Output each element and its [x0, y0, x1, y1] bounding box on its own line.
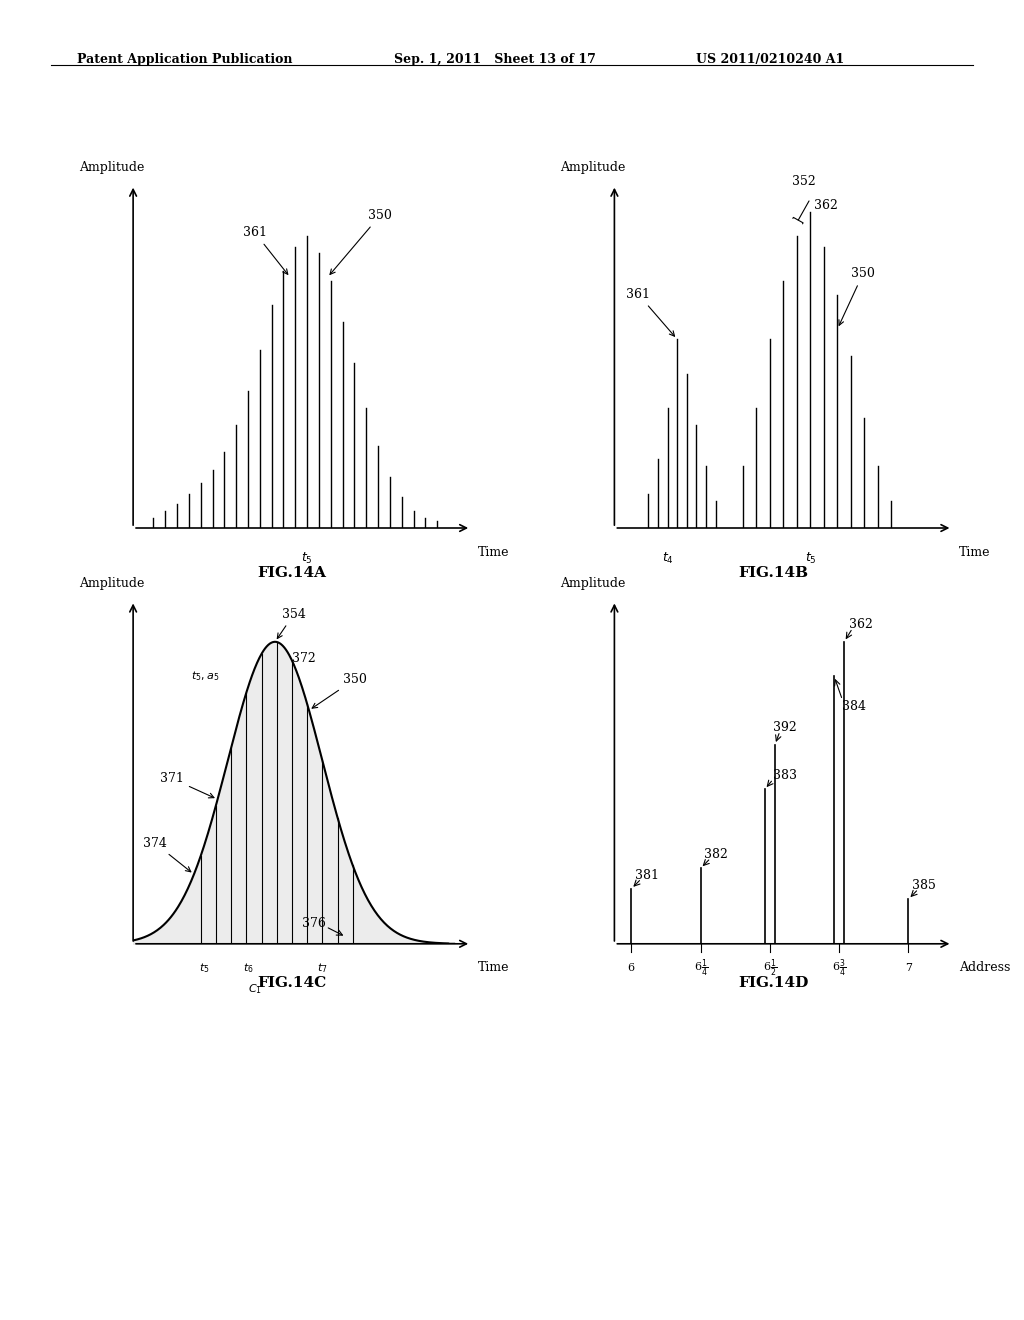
- Text: 350: 350: [839, 268, 874, 325]
- Text: $C_1$: $C_1$: [248, 982, 262, 995]
- Text: Amplitude: Amplitude: [79, 577, 144, 590]
- Text: 350: 350: [312, 673, 367, 708]
- Text: FIG.14B: FIG.14B: [738, 566, 808, 579]
- Text: 374: 374: [143, 837, 190, 871]
- Text: $t_6$: $t_6$: [243, 961, 253, 975]
- Text: Time: Time: [959, 545, 990, 558]
- Text: 7: 7: [905, 964, 912, 973]
- Text: FIG.14A: FIG.14A: [257, 566, 327, 579]
- Text: 6$\frac{1}{4}$: 6$\frac{1}{4}$: [693, 957, 708, 979]
- Text: 361: 361: [243, 226, 288, 275]
- Text: FIG.14C: FIG.14C: [257, 977, 327, 990]
- Text: 371: 371: [160, 772, 214, 797]
- Text: 362: 362: [814, 199, 838, 211]
- Text: $t_4$: $t_4$: [662, 552, 674, 566]
- Text: Sep. 1, 2011   Sheet 13 of 17: Sep. 1, 2011 Sheet 13 of 17: [394, 53, 596, 66]
- Text: 383: 383: [773, 770, 798, 781]
- Text: $t_5$: $t_5$: [301, 552, 313, 566]
- Text: 392: 392: [773, 721, 797, 734]
- Text: 6$\frac{3}{4}$: 6$\frac{3}{4}$: [833, 957, 846, 979]
- Text: 6$\frac{1}{2}$: 6$\frac{1}{2}$: [763, 957, 777, 979]
- Text: 384: 384: [843, 701, 866, 713]
- Text: 354: 354: [278, 607, 306, 639]
- Text: 362: 362: [849, 618, 873, 631]
- Text: 352: 352: [792, 174, 815, 187]
- Text: $t_7$: $t_7$: [317, 961, 328, 975]
- Text: FIG.14D: FIG.14D: [738, 977, 808, 990]
- Text: $t_5$: $t_5$: [199, 961, 209, 975]
- Text: 350: 350: [330, 209, 392, 275]
- Text: Amplitude: Amplitude: [560, 161, 626, 174]
- Text: US 2011/0210240 A1: US 2011/0210240 A1: [696, 53, 845, 66]
- Text: 372: 372: [292, 652, 315, 665]
- Text: 385: 385: [911, 879, 936, 892]
- Text: $t_5,a_5$: $t_5,a_5$: [190, 669, 219, 684]
- Text: 361: 361: [627, 288, 675, 337]
- Text: Patent Application Publication: Patent Application Publication: [77, 53, 292, 66]
- Text: Amplitude: Amplitude: [79, 161, 144, 174]
- Text: Amplitude: Amplitude: [560, 577, 626, 590]
- Text: 376: 376: [302, 916, 326, 929]
- Text: Address: Address: [959, 961, 1011, 974]
- Text: $t_5$: $t_5$: [805, 552, 816, 566]
- Text: 6: 6: [628, 964, 635, 973]
- Text: Time: Time: [478, 545, 509, 558]
- Text: Time: Time: [478, 961, 509, 974]
- Text: 382: 382: [703, 847, 728, 861]
- Text: 381: 381: [635, 869, 658, 882]
